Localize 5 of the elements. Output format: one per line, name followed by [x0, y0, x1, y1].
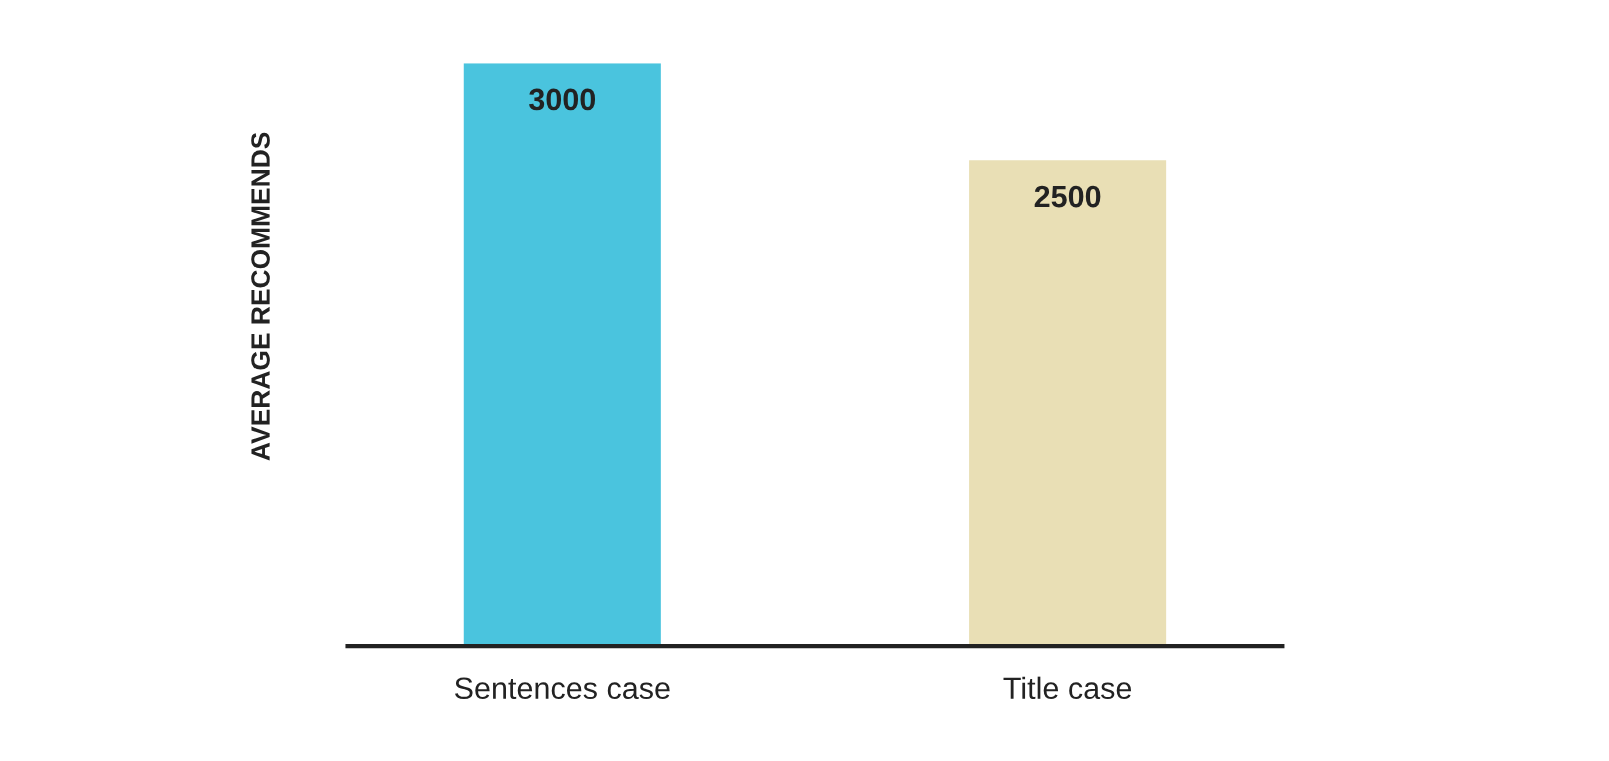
x-tick-label: Title case [1003, 676, 1132, 700]
y-axis-title: AVERAGE RECOMMENDS [251, 132, 270, 461]
x-tick-label: Sentences case [454, 677, 670, 700]
data-label: 2500 [1034, 185, 1101, 208]
data-label: 3000 [529, 88, 596, 111]
